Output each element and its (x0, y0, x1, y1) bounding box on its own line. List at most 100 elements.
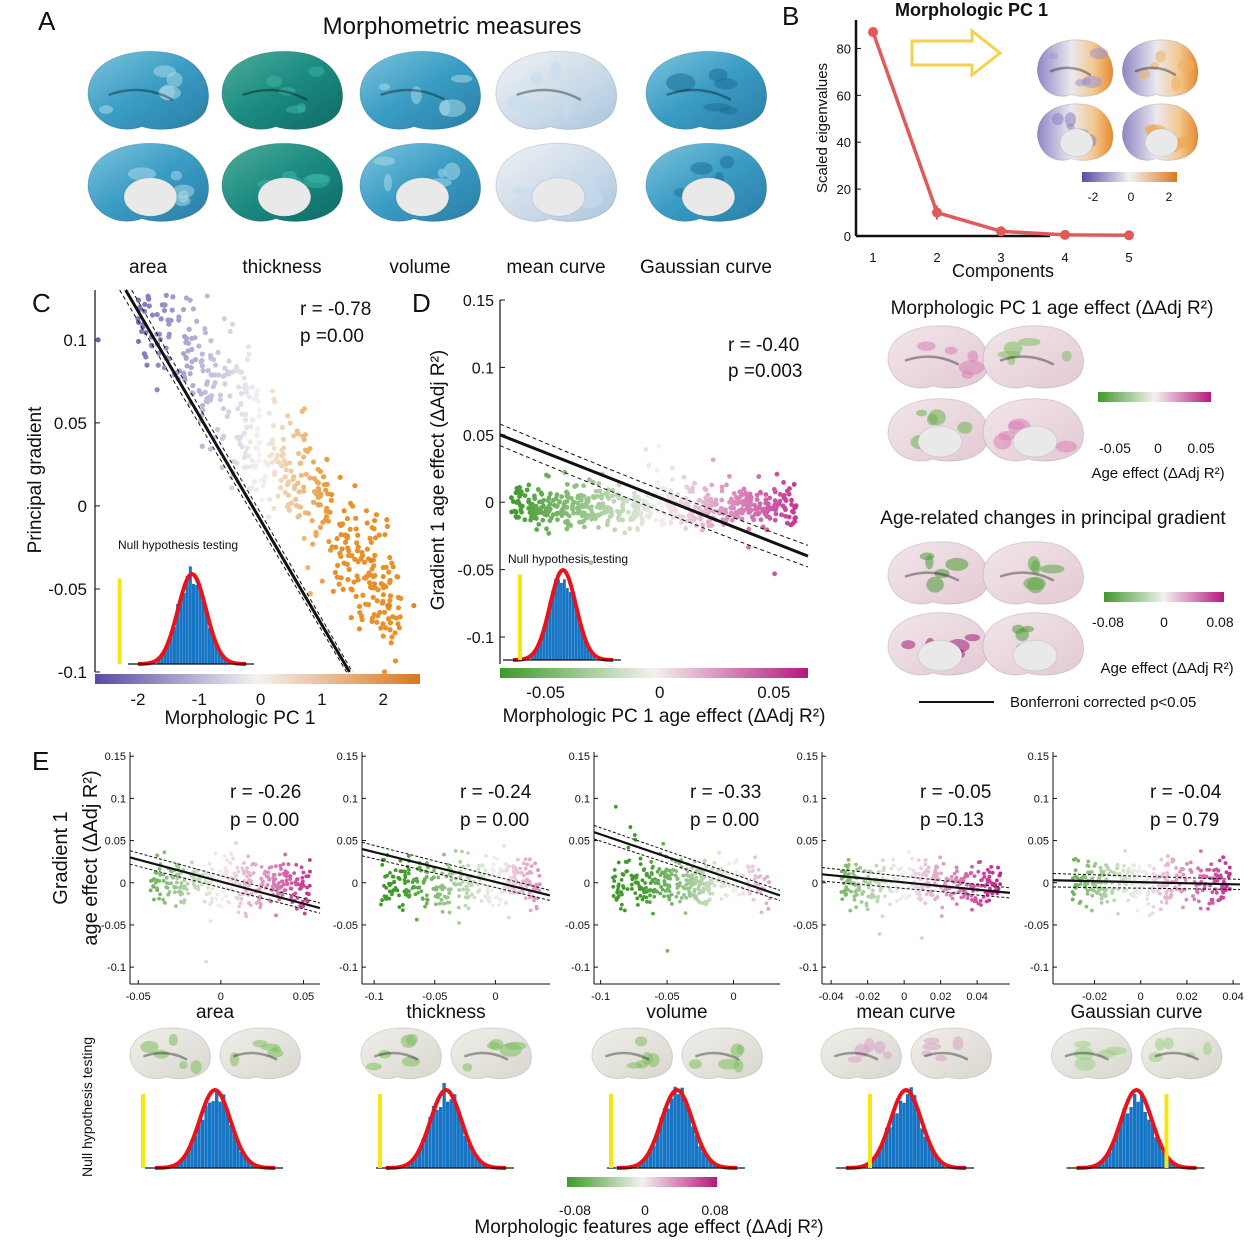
d-data-point (605, 487, 611, 493)
d-inset-title: Null hypothesis testing (508, 552, 628, 566)
d-y-axis-label: Gradient 1 age effect (ΔAdj R²) (428, 350, 449, 611)
brain-patch (506, 95, 530, 111)
d-data-point (575, 493, 581, 499)
e-data-point (237, 892, 242, 897)
e-data-point (992, 882, 997, 886)
e-y-tick-label: 0.05 (797, 836, 818, 848)
e-data-point (1101, 869, 1106, 874)
e-data-point (406, 871, 411, 876)
c-data-point (351, 579, 357, 585)
observed-value-line (117, 578, 122, 664)
e-data-point (694, 875, 699, 880)
c-data-point (156, 350, 162, 356)
e-data-point (688, 878, 693, 883)
e-data-point (251, 871, 256, 875)
histogram-bar (574, 604, 578, 660)
e-data-point (866, 874, 871, 879)
e-data-point (1159, 857, 1164, 862)
c-data-point (395, 594, 401, 601)
e-data-point (1150, 911, 1155, 916)
e-data-point (242, 879, 247, 883)
e-x-tick-label: 0 (901, 991, 907, 1003)
e-data-point (277, 872, 282, 877)
e-data-point (626, 845, 631, 850)
e-data-point (453, 849, 458, 853)
e-y-tick-label: -0.05 (333, 920, 358, 932)
e-data-point (620, 872, 625, 876)
e-data-point (214, 896, 219, 901)
c-data-point (253, 487, 260, 493)
d-data-point (658, 518, 664, 524)
histogram-bar (453, 1094, 457, 1168)
histogram-bar (698, 1146, 702, 1168)
histogram-bar (218, 1101, 222, 1168)
e-data-point (766, 907, 771, 911)
c-data-point (295, 480, 301, 486)
d-data-point (533, 503, 539, 509)
c-data-point (338, 553, 344, 560)
histogram-bar (583, 639, 587, 660)
e-y-tick-label: -0.1 (1030, 962, 1049, 974)
e-y-tick-label: 0 (812, 878, 818, 890)
medial-wall (123, 177, 178, 217)
e-data-point (414, 917, 419, 922)
d-data-point (777, 491, 783, 497)
e-data-point (717, 875, 722, 880)
brain-sulcus (904, 571, 960, 582)
e-data-point (889, 866, 894, 871)
e-data-point (258, 905, 263, 910)
e-data-point (1165, 871, 1170, 875)
e-data-point (213, 851, 218, 856)
histogram-bar (648, 1148, 653, 1168)
brain-patch (998, 431, 1016, 441)
e-data-point (669, 902, 674, 906)
e-data-point (240, 866, 245, 871)
e-data-point (206, 885, 210, 890)
lateral-brain-1 (87, 50, 210, 130)
e-data-point (514, 878, 518, 883)
e-data-point (618, 906, 623, 911)
c-data-point (227, 328, 233, 335)
c-data-point (214, 426, 221, 432)
pc1-age-colorbar-tick: 0.05 (1187, 440, 1214, 456)
e-data-point (668, 876, 673, 881)
e-data-point (1085, 888, 1090, 893)
c-data-point (273, 456, 279, 462)
e-data-point (1162, 884, 1167, 889)
e-y-tick-label: 0.05 (105, 836, 126, 848)
e-y-tick-label: -0.1 (107, 962, 126, 974)
e-data-point (965, 873, 970, 878)
d-data-point (724, 482, 729, 488)
e-data-point (969, 871, 974, 875)
e-data-point (866, 894, 871, 899)
histogram-bar (680, 1087, 684, 1168)
d-y-tick-label: -0.05 (458, 563, 495, 580)
d-data-point (743, 490, 749, 496)
brain-patch (925, 555, 934, 570)
e-data-point (458, 860, 463, 864)
histogram-bar (417, 1147, 422, 1168)
e-data-point (457, 888, 461, 892)
e-data-point (169, 881, 174, 886)
e-data-point (416, 890, 420, 895)
e-data-point (839, 876, 844, 881)
c-data-point (315, 485, 321, 492)
histogram-bar (239, 1152, 244, 1168)
e-data-point (527, 890, 532, 895)
histogram-bar (229, 1124, 233, 1168)
brain-patch (365, 1062, 382, 1071)
histogram-bar (220, 654, 224, 664)
c-data-point (249, 458, 256, 464)
e-data-point (1163, 877, 1168, 882)
d-data-point (703, 495, 709, 501)
b-x-tick-label: 4 (1061, 250, 1068, 265)
e-data-point (849, 889, 853, 894)
c-data-point (280, 451, 286, 457)
c-data-point (387, 579, 393, 586)
histogram-bar (442, 1082, 446, 1168)
e-data-point (843, 863, 848, 868)
e-data-point (1181, 872, 1186, 877)
e-data-point (629, 887, 634, 891)
e-ci-upper (593, 824, 781, 891)
brain-patch (926, 413, 938, 426)
